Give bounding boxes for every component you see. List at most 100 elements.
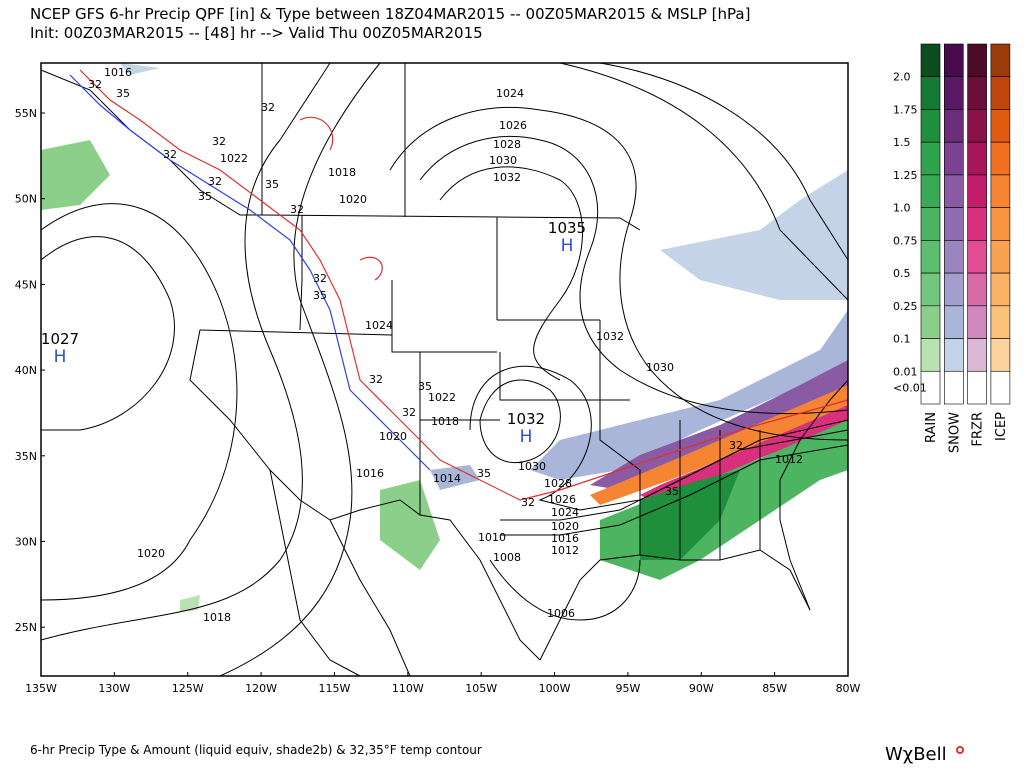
lon-label: 130W [98, 682, 130, 695]
legend-swatch [967, 141, 987, 176]
legend-swatch [920, 338, 941, 372]
contour-label: 1024 [551, 506, 579, 519]
contour-label: 1020 [339, 193, 367, 206]
legend-swatch [920, 207, 941, 241]
legend-swatch [967, 370, 987, 405]
lat-label: 45N [15, 278, 37, 291]
contour-label: 35 [265, 178, 279, 191]
contour-label: 35 [477, 467, 491, 480]
legend-swatch [990, 207, 1011, 241]
contour-label: 32 [212, 135, 226, 148]
lat-label: 30N [15, 536, 37, 549]
legend-swatch [920, 272, 941, 307]
legend-swatch [920, 141, 941, 176]
high-pressure: 1027 [41, 330, 79, 348]
contour-label: 1020 [379, 430, 407, 443]
legend-level: 0.25 [893, 300, 918, 313]
contour-label: 1012 [775, 453, 803, 466]
legend: RAIN SNOW FRZR ICEP 2.0 1.75 1.5 1.25 1.0 0.75 0.5… [893, 43, 1011, 453]
lon-label: 105W [465, 682, 497, 695]
legend-swatch [967, 305, 987, 339]
footer-note: 6-hr Precip Type & Amount (liquid equiv,… [30, 743, 482, 757]
legend-swatch [943, 109, 964, 143]
lon-label: 100W [539, 682, 571, 695]
legend-level: <0.01 [893, 382, 927, 395]
legend-swatch [920, 174, 941, 208]
legend-swatch [943, 174, 964, 208]
legend-swatch [943, 207, 964, 241]
lat-label: 40N [15, 364, 37, 377]
legend-level: 0.75 [893, 234, 918, 247]
contour-label: 1026 [499, 119, 527, 132]
contour-label: 1024 [365, 319, 393, 332]
legend-swatch [990, 141, 1011, 176]
contour-label: 32 [208, 175, 222, 188]
contour-label: 32 [88, 78, 102, 91]
contour-label: 35 [665, 485, 679, 498]
contour-label: 32 [402, 406, 416, 419]
legend-level: 1.5 [893, 136, 911, 149]
legend-swatch [990, 76, 1011, 110]
legend-swatch [920, 370, 941, 405]
contour-label: 1016 [356, 467, 384, 480]
contour-label: 32 [290, 203, 304, 216]
temp-contours [69, 69, 849, 501]
legend-swatch [920, 43, 941, 78]
lon-label: 110W [392, 682, 424, 695]
legend-swatch [990, 272, 1011, 307]
legend-column-label: ICEP [994, 412, 1009, 441]
legend-swatch [943, 338, 964, 372]
lon-label: 120W [245, 682, 277, 695]
contour-label: 1016 [104, 66, 132, 79]
legend-level: 0.1 [893, 333, 911, 346]
contour-label: 1020 [137, 547, 165, 560]
contour-label: 32 [729, 439, 743, 452]
contour-label: 35 [313, 289, 327, 302]
lon-label: 90W [689, 682, 714, 695]
contour-label: 1030 [646, 361, 674, 374]
legend-swatch [943, 76, 964, 110]
legend-swatch [967, 207, 987, 241]
contour-label: 35 [116, 87, 130, 100]
legend-swatch [943, 240, 964, 274]
contour-label: 35 [198, 190, 212, 203]
contour-label: 1018 [203, 611, 231, 624]
contour-label: 1026 [548, 493, 576, 506]
legend-swatch [967, 76, 987, 110]
contour-label: 1028 [544, 477, 572, 490]
contour-label: 1032 [493, 171, 521, 184]
brand-dot [956, 746, 964, 754]
legend-swatch [967, 338, 987, 372]
lat-label: 35N [15, 450, 37, 463]
legend-column-label: FRZR [971, 412, 986, 446]
contour-label: 32 [369, 373, 383, 386]
legend-swatch [943, 370, 964, 405]
header-line: NCEP GFS 6-hr Precip QPF [in] & Type bet… [30, 5, 750, 23]
brand: WχBell [885, 744, 947, 765]
high-symbol: H [561, 236, 574, 256]
legend-swatch [967, 174, 987, 208]
contour-label: 1032 [596, 330, 624, 343]
lon-label: 115W [319, 682, 351, 695]
header-line: Init: 00Z03MAR2015 -- [48] hr --> Valid … [30, 24, 483, 42]
map [40, 62, 849, 677]
contour-label: 1008 [493, 551, 521, 564]
precip-shading [41, 63, 848, 612]
contour-label: 1010 [478, 531, 506, 544]
contour-label: 1020 [551, 520, 579, 533]
lat-label: 55N [15, 107, 37, 120]
lat-label: 25N [15, 621, 37, 634]
lat-label: 50N [15, 193, 37, 206]
legend-level: 0.5 [893, 267, 911, 280]
legend-swatch [920, 109, 941, 143]
legend-swatch [990, 109, 1011, 143]
legend-column-label: RAIN [924, 412, 939, 443]
contour-label: 1014 [433, 472, 461, 485]
legend-swatch [967, 109, 987, 143]
lon-label: 125W [172, 682, 204, 695]
contour-label: 1016 [551, 532, 579, 545]
legend-level: 0.01 [893, 365, 918, 378]
legend-swatch [990, 174, 1011, 208]
